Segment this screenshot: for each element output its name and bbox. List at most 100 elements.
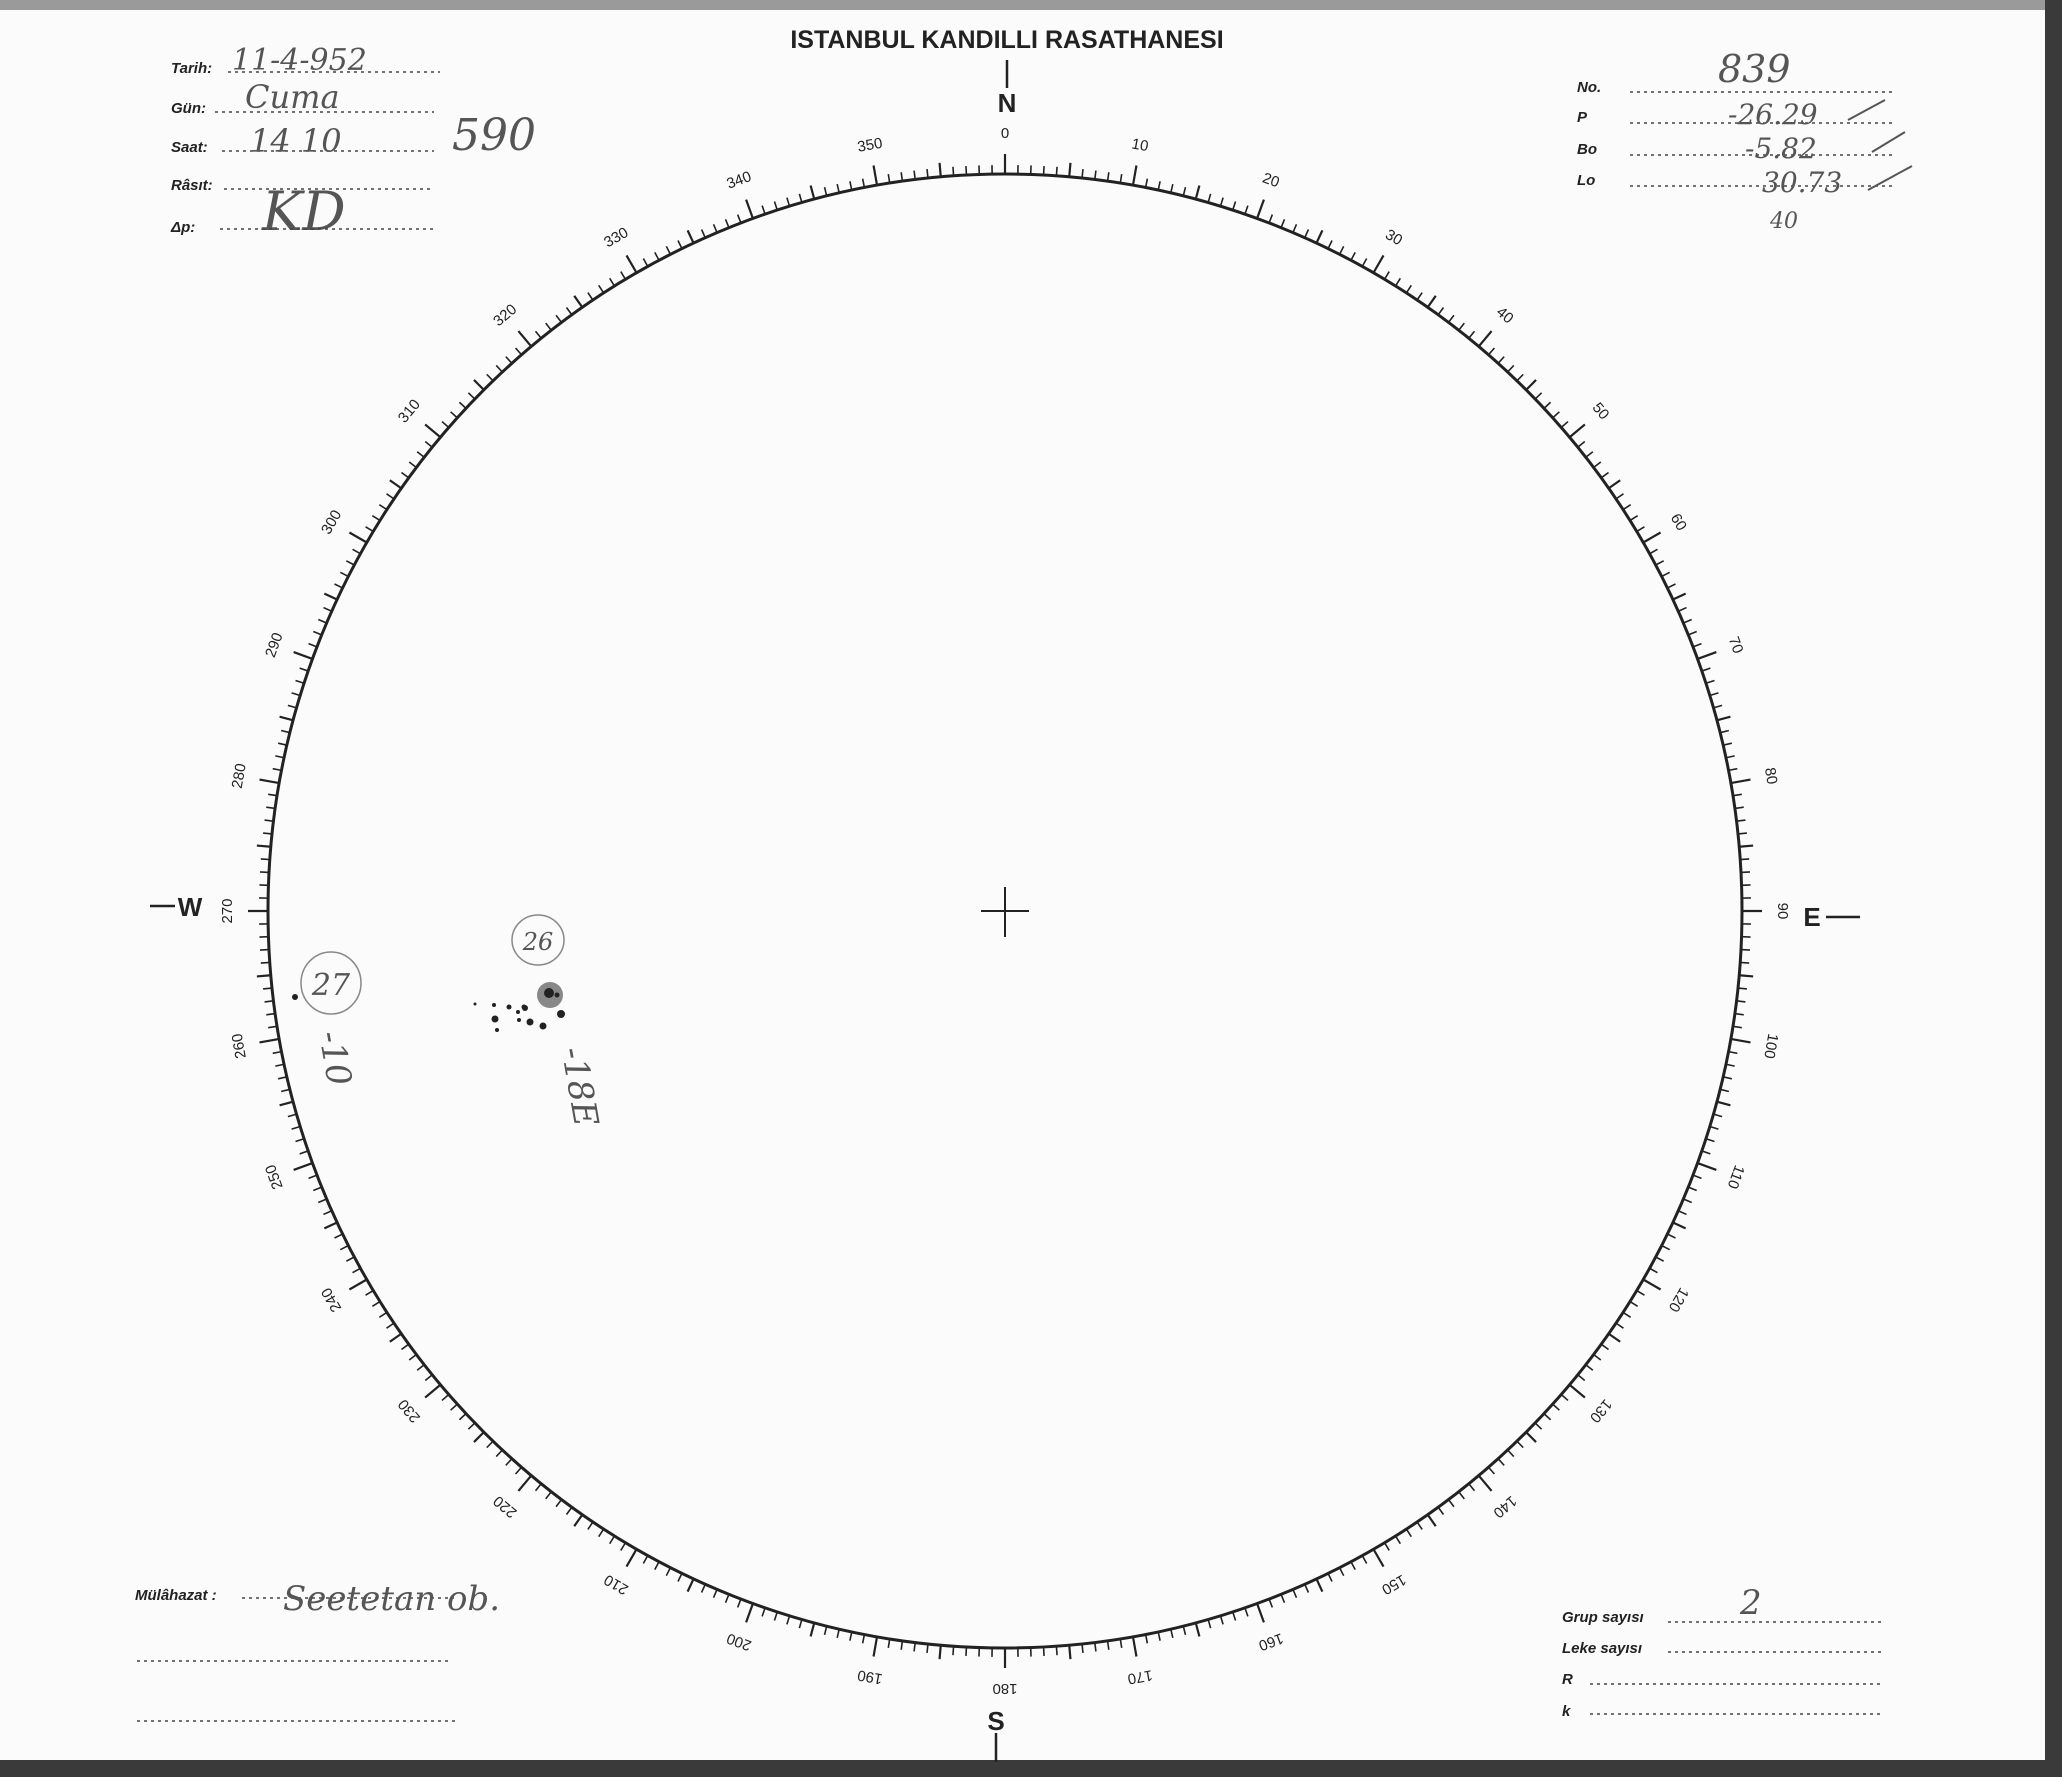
degree-tick [1697,1162,1717,1171]
degree-tick [1525,1431,1537,1443]
degree-tick [1593,1353,1602,1361]
degree-tick [1688,1186,1697,1192]
degree-tick [849,181,853,191]
degree-tick [1507,1449,1515,1458]
degree-label: 50 [1589,399,1613,423]
degree-tick [926,1643,929,1653]
degree-tick [441,420,450,429]
field-bo: Bo -5.82 [1577,131,1906,165]
degree-tick [514,1466,523,1475]
degree-tick [736,214,742,224]
group-number-circle [511,914,565,966]
degree-tick [313,1186,322,1192]
degree-tick [1655,1256,1665,1262]
degree-tick [1477,1474,1493,1492]
degree-label: 150 [1379,1571,1409,1598]
degree-tick [1560,1393,1569,1402]
field-delta-p: Δp: [170,219,434,236]
degree-tick [1231,201,1237,211]
field-value: 14 10 [250,122,342,160]
sunspot [492,1003,496,1007]
degree-tick [1737,832,1747,835]
degree-tick [287,704,297,709]
degree-label: 170 [1126,1666,1154,1687]
degree-tick [1487,1466,1496,1475]
field-value: Cuma [245,78,340,116]
degree-tick [1672,592,1687,601]
degree-tick [587,1521,594,1530]
degree-tick [263,987,273,990]
degree-tick [773,1611,779,1621]
degree-tick [1468,1483,1476,1492]
solar-disk: 0 10 20 30 40 50 60 70 80 90 100 110 120 130 140 150 160… [219,125,1791,1697]
degree-tick [1219,197,1224,207]
degree-tick [277,742,288,746]
degree-tick [849,1631,853,1641]
degree-tick [1722,1076,1733,1080]
degree-tick [287,1113,297,1118]
degree-tick [1649,1267,1658,1274]
degree-tick [1458,322,1465,331]
degree-tick [654,1561,660,1571]
degree-tick [1705,1137,1715,1143]
degree-tick [1119,1638,1123,1648]
degree-tick [686,229,695,244]
degree-tick [1719,729,1730,734]
degree-label: 100 [1760,1032,1781,1060]
degree-tick [677,240,683,249]
degree-label: 250 [262,1162,287,1191]
degree-tick [505,1458,513,1466]
degree-tick [1068,162,1072,177]
degree-tick [1447,314,1455,323]
degree-tick [256,974,271,978]
degree-tick [609,277,616,287]
degree-tick [823,1625,828,1636]
degree-tick [266,806,276,810]
degree-label: 300 [318,507,345,537]
field-label: Leke sayısı [1562,1640,1642,1657]
degree-tick [260,961,270,964]
degree-label: 20 [1260,170,1281,192]
degree-tick [1667,583,1676,589]
degree-tick [1615,493,1624,500]
degree-tick [352,548,361,555]
sunspot-group-27: 27 -10 [292,951,362,1089]
degree-tick [339,1244,349,1251]
degree-tick [268,793,278,797]
degree-tick [441,1393,450,1402]
degree-tick [272,767,282,772]
degree-tick [773,201,779,211]
degree-tick [268,1025,278,1029]
degree-tick [1081,1643,1084,1653]
degree-tick [1497,1458,1505,1466]
degree-tick [798,1619,803,1629]
degree-tick [317,1198,327,1204]
degree-tick [371,1300,381,1307]
degree-tick [587,292,594,301]
degree-tick [389,479,402,490]
degree-tick [1661,571,1671,578]
degree-tick [1736,1000,1746,1003]
degree-tick [323,606,333,612]
degree-tick [424,440,433,448]
degree-tick [1734,806,1744,810]
degree-tick [1739,974,1754,978]
degree-tick [1730,778,1751,785]
degree-tick [1705,679,1715,685]
degree-tick [291,1125,301,1130]
degree-tick [1304,1583,1310,1593]
sunspot [516,1010,520,1014]
degree-tick [256,844,271,848]
degree-tick [1636,526,1645,533]
degree-tick [345,560,355,566]
degree-tick [313,630,322,636]
degree-tick [345,1256,355,1262]
degree-tick [1094,1642,1097,1652]
degree-tick [913,1642,916,1652]
degree-tick [1437,307,1445,316]
degree-tick [1268,214,1274,224]
degree-tick [1219,1615,1224,1625]
degree-tick [260,858,270,861]
degree-tick [275,755,285,759]
